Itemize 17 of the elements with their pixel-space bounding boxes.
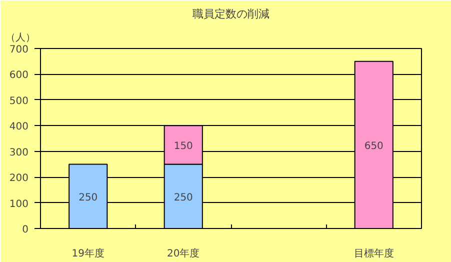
x-tick-label: 19年度 [72, 248, 104, 260]
y-tick-label: 600 [9, 70, 29, 82]
data-label: 250 [78, 192, 98, 204]
y-tick-label: 0 [22, 224, 29, 236]
data-label: 250 [174, 192, 193, 204]
data-label: 150 [174, 140, 193, 152]
y-tick-label: 700 [9, 44, 29, 56]
y-axis-title: （人） [6, 32, 36, 44]
y-tick-label: 200 [9, 173, 29, 184]
y-tick-label: 500 [9, 96, 29, 107]
y-tick-label: 300 [9, 147, 29, 158]
data-label: 650 [364, 140, 384, 152]
x-tick-label: 目標年度 [354, 248, 394, 260]
chart-title: 職員定数の削減 [192, 8, 270, 20]
x-tick-label: 20年度 [167, 248, 200, 260]
y-tick-label: 100 [9, 198, 29, 210]
y-tick-label: 400 [9, 122, 29, 133]
